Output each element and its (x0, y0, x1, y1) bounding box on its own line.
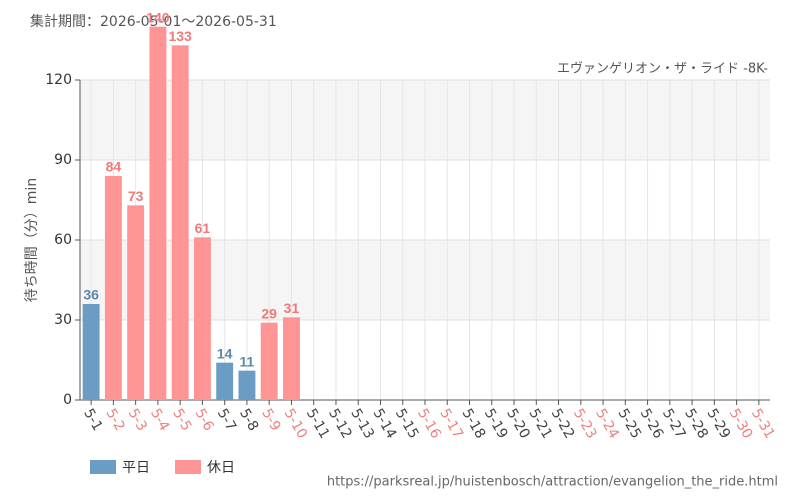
chart-title: エヴァンゲリオン・ザ・ライド -8K- (557, 61, 768, 77)
legend-swatch (90, 460, 116, 474)
value-label: 29 (261, 305, 277, 321)
bar (82, 304, 100, 400)
x-tick-label: 5-8 (236, 406, 261, 434)
legend-label: 平日 (122, 460, 150, 476)
y-tick-label: 0 (63, 392, 72, 408)
y-tick-label: 60 (54, 232, 72, 248)
value-label: 140 (146, 9, 170, 25)
bar (260, 322, 278, 400)
bar (216, 362, 234, 400)
y-tick-label: 120 (45, 72, 72, 88)
x-tick-label: 5-2 (102, 406, 127, 434)
value-label: 84 (106, 159, 122, 175)
source: https://parksreal.jp/huistenbosch/attrac… (327, 475, 778, 490)
y-axis-label: 待ち時間（分）min (24, 178, 40, 302)
bar (127, 205, 145, 400)
value-label: 73 (128, 188, 144, 204)
value-label: 61 (195, 220, 211, 236)
x-tick-label: 5-5 (169, 406, 194, 434)
bar (193, 237, 211, 400)
value-label: 31 (284, 300, 300, 316)
bar (149, 26, 167, 401)
bar (238, 370, 256, 400)
x-tick-label: 5-3 (125, 406, 150, 434)
x-tick-label: 5-9 (258, 406, 283, 434)
value-label: 14 (217, 345, 233, 361)
legend-swatch (175, 460, 201, 474)
bar (104, 176, 122, 400)
x-tick-label: 5-6 (191, 406, 216, 434)
subtitle: 集計期間：2026-05-01～2026-05-31 (30, 13, 277, 30)
value-label: 11 (240, 353, 255, 369)
x-tick-label: 5-31 (748, 406, 778, 442)
value-label: 133 (168, 28, 192, 44)
x-tick-label: 5-4 (147, 406, 172, 434)
y-tick-label: 90 (54, 152, 72, 168)
x-tick-label: 5-7 (214, 406, 239, 434)
legend-label: 休日 (207, 460, 235, 476)
bar (171, 45, 189, 400)
bar (282, 317, 300, 400)
y-tick-label: 30 (54, 312, 72, 328)
x-tick-label: 5-1 (80, 406, 105, 434)
value-label: 36 (83, 287, 99, 303)
